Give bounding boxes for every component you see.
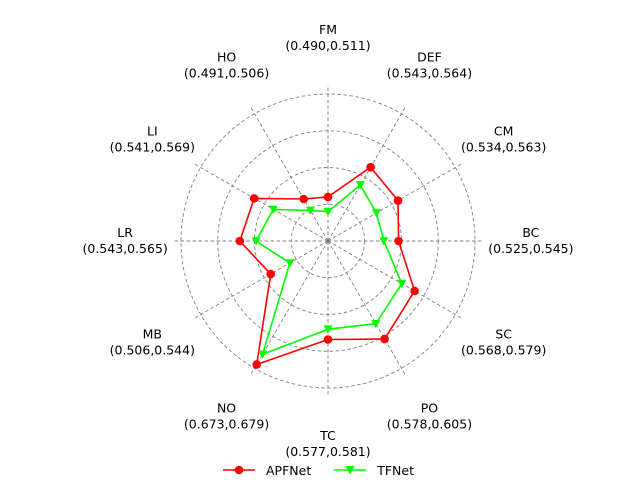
axis-range-tc: (0.577,0.581) [285,444,370,459]
axis-labels: FM (0.490,0.511) DEF (0.543,0.564) CM (0.534,… [82,22,573,459]
series-tfnet [251,181,407,359]
point-apfnet-mb [266,269,276,279]
spoke-sc [327,240,464,320]
legend-item-tfnet: TFNet [333,463,414,478]
axis-label-fm: FM (0.490,0.511) [285,22,370,53]
point-tfnet-lr [251,237,261,246]
axis-range-cm: (0.534,0.563) [461,140,546,155]
axis-name-mb: MB [143,326,162,341]
legend-label-tfnet: TFNet [377,462,415,478]
axis-label-tc: TC (0.577,0.581) [285,428,370,459]
point-apfnet-def [366,162,375,172]
series-layer [235,162,419,369]
point-tfnet-tc [323,325,333,334]
axis-label-no: NO (0.673,0.679) [184,401,269,432]
point-apfnet-bc [394,236,403,246]
legend: APFNet TFNet [222,460,442,480]
point-tfnet-cm [371,209,381,218]
radar-spokes [172,85,484,397]
legend-label-apfnet: APFNet [266,462,312,478]
spoke-no [249,240,329,377]
spoke-def [327,105,407,242]
axis-name-sc: SC [495,326,512,341]
point-apfnet-no [252,360,262,369]
spoke-cm [327,162,464,242]
axis-label-li: LI (0.541,0.569) [110,124,195,155]
spoke-li [192,162,329,242]
axis-label-sc: SC (0.568,0.579) [461,326,546,357]
axis-name-po: PO [421,401,439,416]
point-tfnet-mb [285,259,295,268]
point-tfnet-no [258,350,268,359]
axis-name-cm: CM [494,124,514,139]
axis-name-fm: FM [319,22,337,37]
axis-name-no: NO [217,401,236,416]
point-apfnet-lr [235,236,245,246]
axis-range-mb: (0.506,0.544) [110,342,195,357]
point-tfnet-ho [305,206,315,216]
point-apfnet-tc [323,335,333,344]
point-apfnet-cm [393,196,403,205]
legend-swatch-tfnet [334,466,367,475]
axis-label-def: DEF (0.543,0.564) [387,49,472,80]
axis-label-mb: MB (0.506,0.544) [110,326,195,357]
point-apfnet-po [380,334,389,344]
point-tfnet-fm [323,207,333,217]
point-apfnet-ho [299,194,309,204]
point-tfnet-po [371,319,381,329]
axis-range-sc: (0.568,0.579) [461,342,546,357]
legend-swatch-apfnet [223,465,255,475]
axis-label-bc: BC (0.525,0.545) [488,225,573,256]
spoke-mb [192,240,329,320]
axis-range-def: (0.543,0.564) [387,65,472,80]
point-apfnet-sc [410,286,419,296]
axis-range-bc: (0.525,0.545) [488,241,573,256]
axis-label-lr: LR (0.543,0.565) [82,225,167,256]
axis-name-def: DEF [417,49,442,64]
axis-range-li: (0.541,0.569) [110,140,195,155]
axis-name-ho: HO [217,49,236,64]
point-tfnet-li [268,205,278,214]
axis-range-lr: (0.543,0.565) [82,241,167,256]
axis-name-lr: LR [117,225,133,240]
spoke-po [327,240,407,377]
axis-range-fm: (0.490,0.511) [285,38,370,53]
axis-range-no: (0.673,0.679) [184,417,269,432]
axis-label-cm: CM (0.534,0.563) [461,124,546,155]
legend-item-apfnet: APFNet [222,463,311,478]
axis-name-bc: BC [522,225,539,240]
point-tfnet-bc [379,237,389,246]
axis-label-ho: HO (0.491,0.506) [184,49,269,80]
axis-name-tc: TC [319,428,336,443]
axis-label-po: PO (0.578,0.605) [387,401,472,432]
spoke-ho [249,105,329,242]
series-apfnet [235,162,419,369]
axis-range-ho: (0.491,0.506) [184,65,269,80]
point-tfnet-def [355,181,365,190]
point-apfnet-li [249,194,259,203]
point-apfnet-fm [323,192,333,202]
axis-name-li: LI [147,124,158,139]
axis-range-po: (0.578,0.605) [387,417,472,432]
point-tfnet-sc [397,279,407,289]
